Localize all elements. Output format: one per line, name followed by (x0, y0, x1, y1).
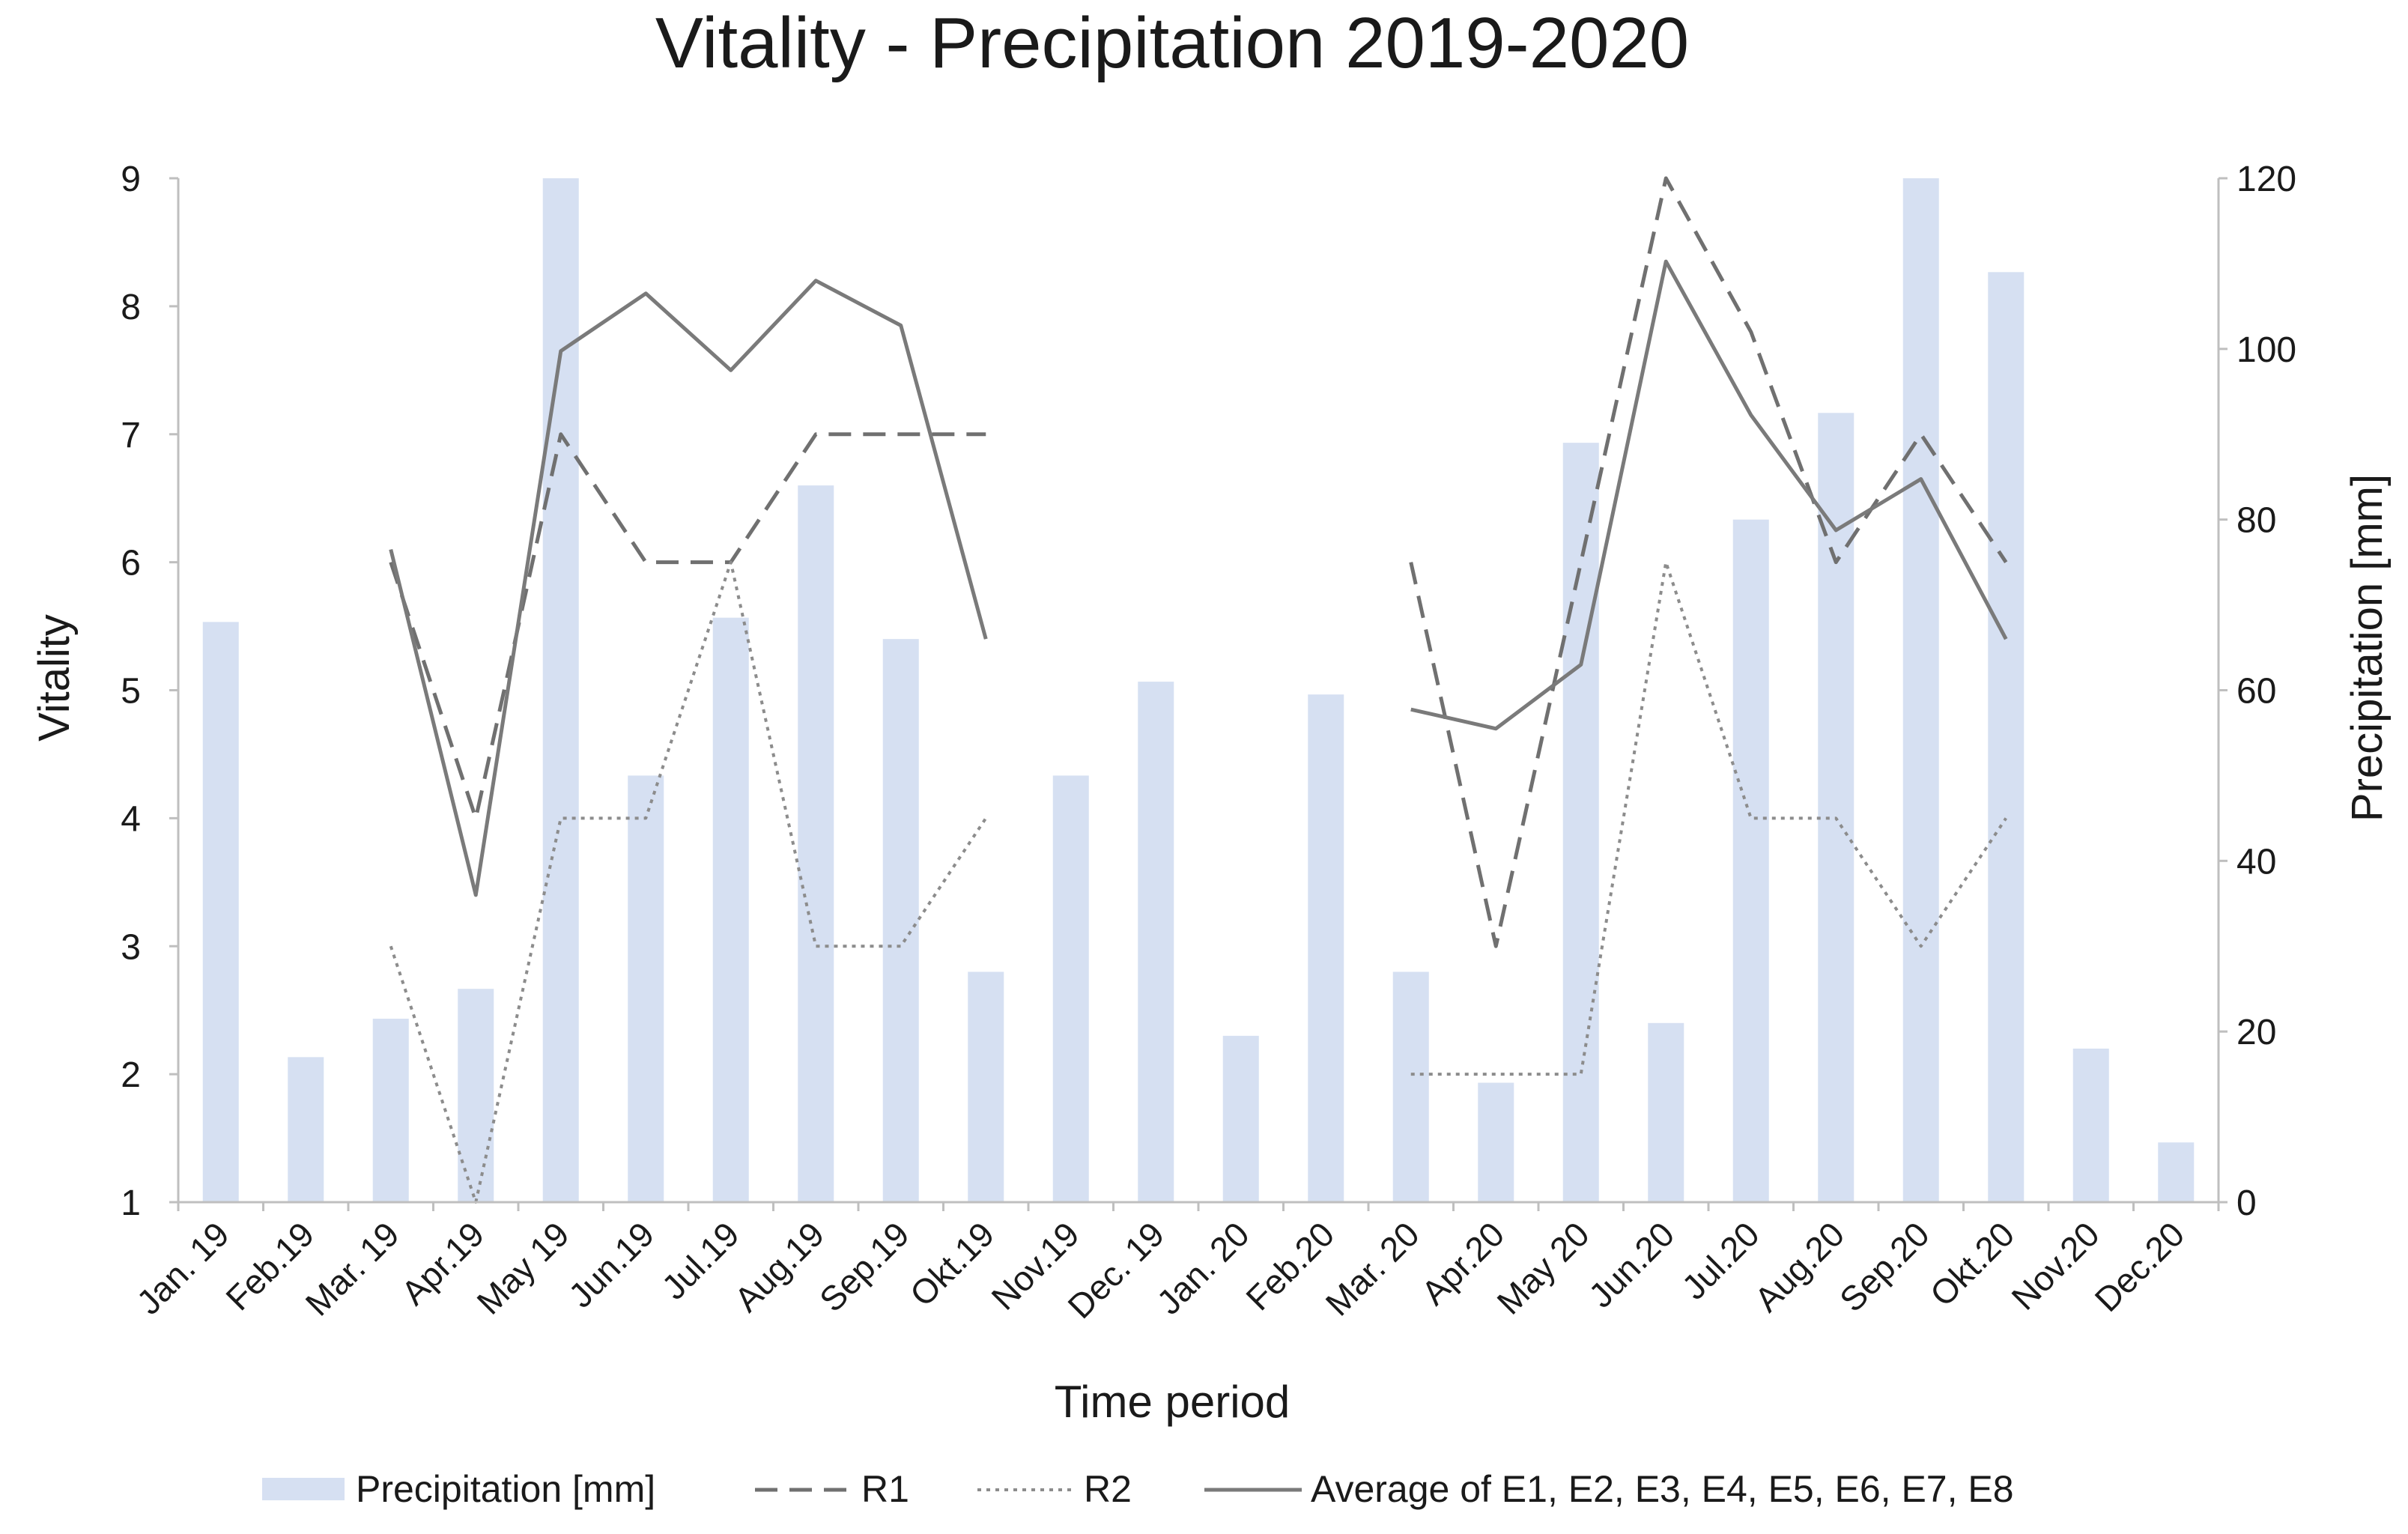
legend-label: Precipitation [mm] (356, 1468, 655, 1510)
bar-12 (1138, 682, 1174, 1202)
legend: Precipitation [mm] R1 R2 Average of E1, E2,… (262, 1468, 2014, 1510)
x-tick-label: Jun.19 (561, 1214, 661, 1315)
bar-23 (2072, 1048, 2109, 1202)
x-tick-label: May 19 (469, 1214, 576, 1321)
y-tick-label-right: 20 (2236, 1013, 2276, 1052)
y-tick-label-left: 8 (121, 288, 141, 327)
bar-16 (1478, 1082, 1514, 1202)
y-tick-label-right: 0 (2236, 1183, 2257, 1223)
x-axis-label: Time period (1055, 1377, 1291, 1427)
line-average-of-e1-segment-2 (1410, 259, 2008, 731)
legend-label: Average of E1, E2, E3, E4, E5, E6, E7, E… (1311, 1468, 2014, 1510)
y-tick-label-left: 2 (121, 1055, 141, 1095)
y-axis-left-ticks: 1 2 3 4 5 6 7 8 9 (121, 160, 178, 1223)
y-tick-label-right: 60 (2236, 672, 2276, 712)
legend-item-2: R1 (755, 1468, 909, 1510)
legend-label: R1 (861, 1468, 909, 1510)
y-tick-label-left: 7 (121, 416, 141, 455)
bar-3 (372, 1019, 409, 1202)
bar-24 (2158, 1142, 2195, 1202)
bar-4 (458, 989, 494, 1202)
bar-21 (1902, 178, 1939, 1202)
bar-17 (1562, 443, 1599, 1202)
bar-14 (1308, 694, 1344, 1202)
x-tick-label: Aug.20 (1747, 1214, 1852, 1319)
x-tick-label: Jun.20 (1581, 1214, 1681, 1315)
y-tick-label-left: 9 (121, 160, 141, 199)
legend-item-4: Average of E1, E2, E3, E4, E5, E6, E7, E… (1204, 1468, 2014, 1510)
y-tick-label-left: 4 (121, 799, 141, 839)
bar-22 (1988, 272, 2025, 1202)
y-tick-label-left: 5 (121, 672, 141, 712)
y-tick-label-left: 3 (121, 927, 141, 967)
x-tick-label: Okt.20 (1923, 1214, 2022, 1314)
x-tick-label: Mar. 20 (1318, 1214, 1427, 1323)
legend-label: R2 (1084, 1468, 1132, 1510)
chart-title: Vitality - Precipitation 2019-2020 (655, 3, 1689, 83)
x-tick-label: Jan. 20 (1149, 1214, 1256, 1321)
line-average-of-e1-segment-1 (389, 279, 988, 897)
bar-2 (288, 1057, 324, 1202)
x-tick-label: Jan. 19 (129, 1214, 236, 1321)
line-r2-segment-1 (389, 560, 987, 1204)
line-r1-segment-2 (1409, 176, 2008, 948)
x-tick-label: Mar. 19 (298, 1214, 407, 1323)
y-axis-right-ticks: 0 20 40 60 80 100 120 (2219, 160, 2296, 1223)
bar-18 (1648, 1022, 1684, 1202)
bar-9 (882, 639, 919, 1202)
x-tick-label: Aug.19 (727, 1214, 831, 1319)
x-tick-label: Dec. 19 (1060, 1214, 1171, 1326)
x-tick-label: Okt.19 (903, 1214, 1002, 1314)
y-axis-left-label: Vitality (30, 614, 79, 742)
y-tick-label-right: 120 (2236, 160, 2296, 199)
x-tick-label: May 20 (1489, 1214, 1596, 1321)
bar-5 (542, 178, 579, 1202)
bar-6 (628, 775, 664, 1202)
bar-7 (712, 617, 749, 1202)
bars-layer (202, 178, 2195, 1203)
bar-1 (202, 622, 239, 1202)
legend-item-3: R2 (977, 1468, 1132, 1510)
x-tick-label: Nov.20 (2004, 1214, 2106, 1317)
y-axis-right-label: Precipitation [mm] (2343, 474, 2392, 822)
bar-15 (1392, 971, 1429, 1202)
x-tick-label: Sep.20 (1832, 1214, 1937, 1319)
bar-13 (1222, 1035, 1259, 1202)
bar-19 (1732, 519, 1769, 1202)
bar-11 (1052, 775, 1089, 1202)
x-tick-label: Dec.20 (2087, 1214, 2192, 1319)
y-tick-label-left: 1 (121, 1183, 141, 1223)
y-tick-label-right: 40 (2236, 842, 2276, 882)
lines-layer (389, 176, 2008, 1204)
legend-item-1: Precipitation [mm] (262, 1468, 655, 1510)
y-tick-label-right: 80 (2236, 501, 2276, 541)
x-tick-label: Sep.19 (812, 1214, 917, 1319)
bar-10 (968, 971, 1004, 1202)
line-r2-segment-2 (1410, 560, 2007, 1076)
y-tick-label-right: 100 (2236, 330, 2296, 370)
bar-8 (798, 485, 834, 1202)
legend-swatch-bar (262, 1478, 345, 1500)
y-tick-label-left: 6 (121, 544, 141, 583)
